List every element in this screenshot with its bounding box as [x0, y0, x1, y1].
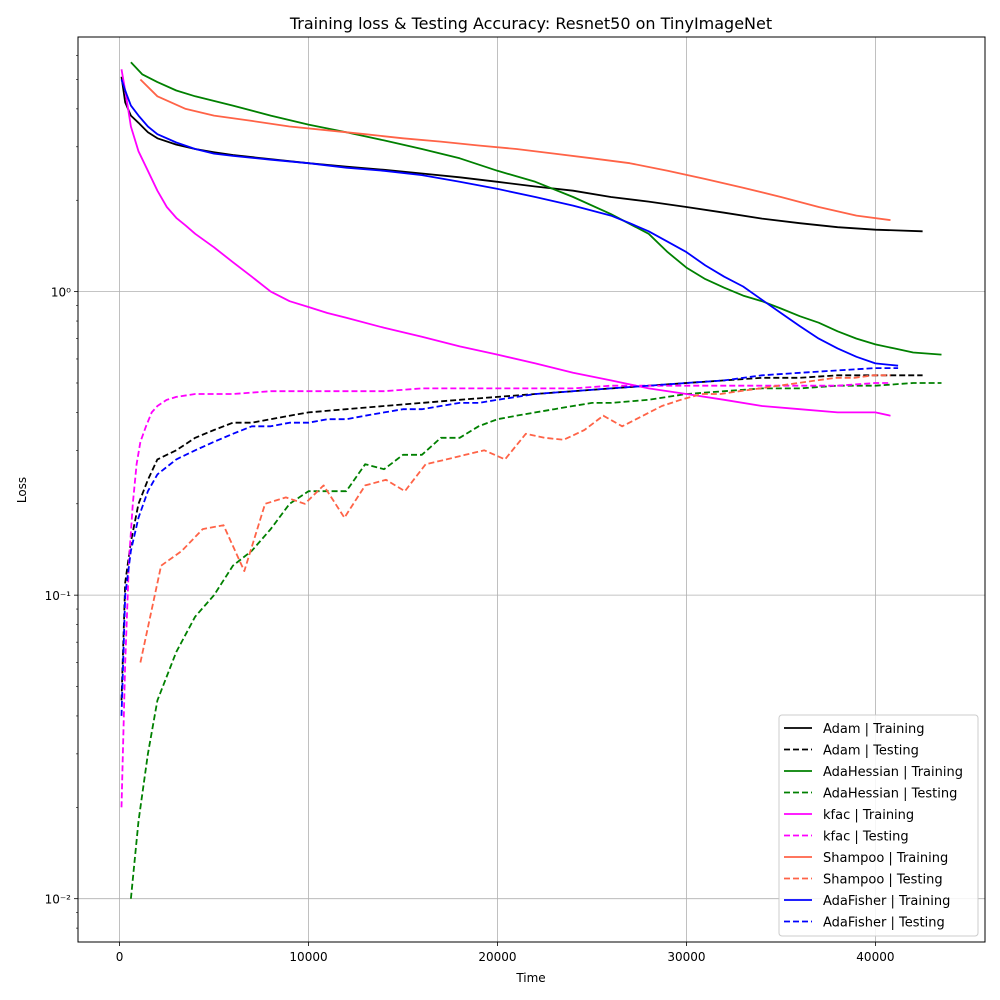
series-line-shampoo-testing: [139, 374, 891, 663]
x-tick-label: 20000: [478, 950, 516, 964]
y-tick-label: 10⁻²: [45, 893, 72, 907]
x-tick-label: 0: [116, 950, 124, 964]
legend-entry: AdaHessian | Testing: [823, 787, 957, 802]
series-line-shampoo-training: [139, 78, 891, 221]
series-line-kfac-testing: [120, 382, 891, 808]
grid: [78, 37, 985, 942]
axis-ticks: 0 10000 20000 30000 40000 10⁻² 10⁻¹ 10⁰: [45, 55, 894, 964]
series-line-adam-training: [120, 76, 923, 233]
series-line-kfac-training: [120, 69, 891, 417]
x-tick-label: 10000: [289, 950, 327, 964]
x-axis-label: Time: [515, 971, 545, 985]
x-tick-label: 40000: [856, 950, 894, 964]
legend-entry: AdaFisher | Training: [823, 894, 950, 909]
series-line-adafisher-training: [120, 79, 899, 367]
series-line-adahessian-training: [130, 61, 942, 356]
legend-entry: kfac | Testing: [823, 830, 909, 845]
legend-entry: kfac | Training: [823, 808, 914, 823]
x-tick-label: 30000: [667, 950, 705, 964]
legend-entry: AdaFisher | Testing: [823, 916, 945, 931]
series-line-adam-testing: [120, 374, 923, 701]
legend-entry: AdaHessian | Training: [823, 765, 963, 780]
legend-entry: Shampoo | Training: [823, 851, 948, 866]
legend: Adam | Training Adam | Testing AdaHessian …: [778, 714, 979, 937]
y-axis-label: Loss: [15, 477, 29, 503]
y-tick-label: 10⁻¹: [45, 589, 72, 603]
series-line-adafisher-testing: [120, 367, 899, 716]
legend-box: [778, 714, 979, 937]
series-lines: [120, 61, 942, 899]
chart-title: Training loss & Testing Accuracy: Resnet…: [289, 14, 772, 33]
plot-frame: [77, 36, 986, 943]
y-tick-label: 10⁰: [51, 286, 71, 300]
legend-entry: Adam | Testing: [823, 744, 919, 759]
legend-entry: Shampoo | Testing: [823, 873, 943, 888]
series-line-adahessian-testing: [130, 382, 942, 899]
legend-entry: Adam | Training: [823, 722, 925, 737]
